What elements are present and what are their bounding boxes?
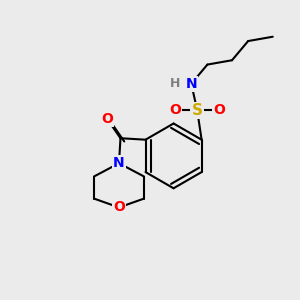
- Text: N: N: [185, 77, 197, 91]
- Text: O: O: [213, 103, 225, 117]
- Text: O: O: [169, 103, 181, 117]
- Text: N: N: [113, 156, 125, 170]
- Text: S: S: [192, 103, 203, 118]
- Text: O: O: [101, 112, 113, 126]
- Text: O: O: [113, 200, 125, 214]
- Text: H: H: [170, 77, 180, 90]
